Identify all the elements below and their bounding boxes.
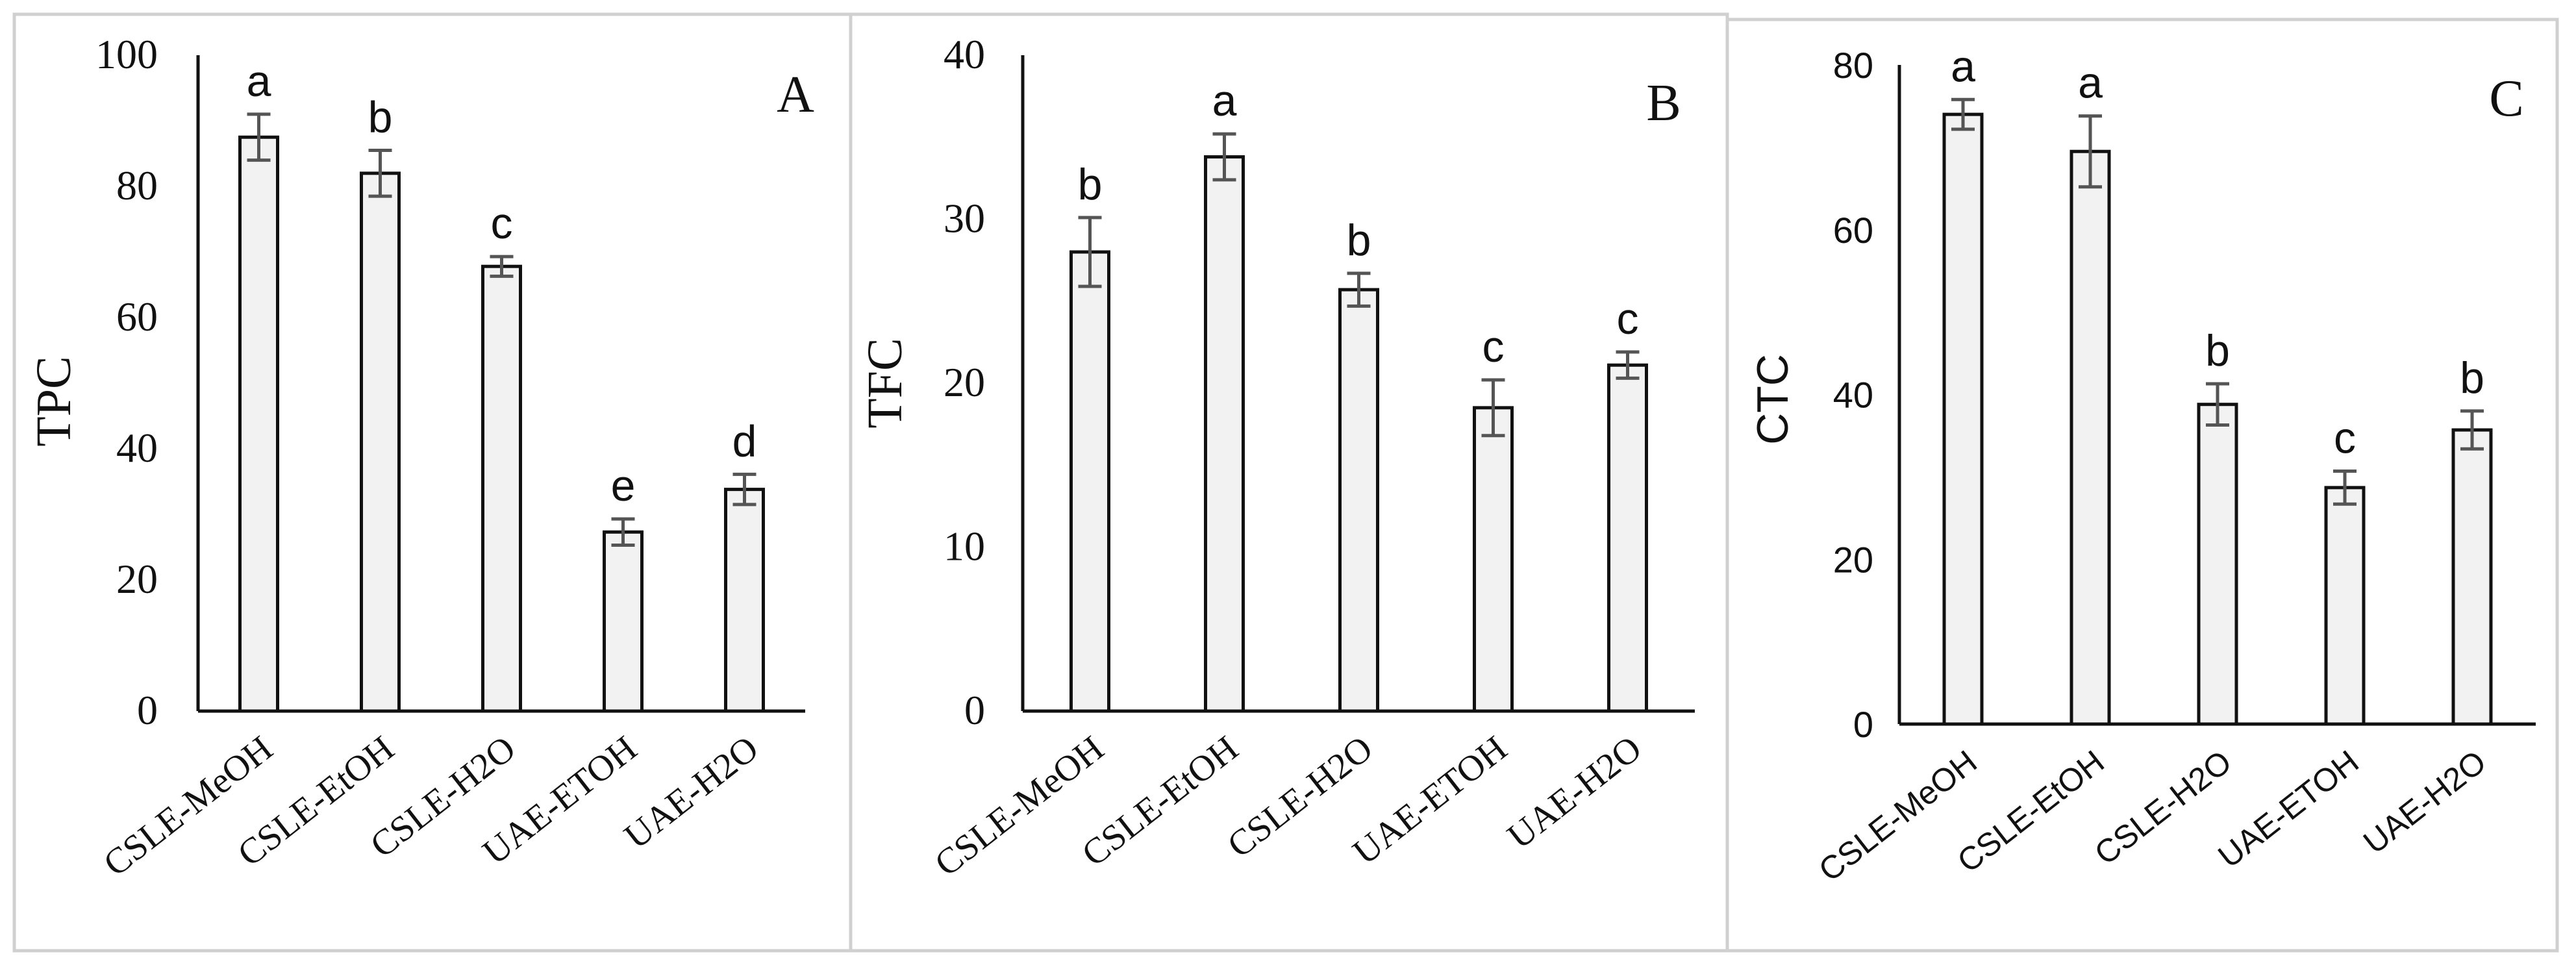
- y-axis-label: TPC: [27, 356, 81, 446]
- significance-label: a: [1212, 76, 1237, 125]
- y-tick-label: 100: [95, 31, 158, 77]
- bar: [1069, 250, 1110, 713]
- bar: [1473, 406, 1514, 713]
- bar: [1942, 112, 1984, 726]
- significance-label: b: [2205, 326, 2230, 375]
- significance-label: a: [2078, 58, 2103, 108]
- y-tick-label: 20: [944, 359, 985, 405]
- y-tick-label: 60: [116, 294, 158, 340]
- y-tick-label: 20: [116, 556, 158, 602]
- panel-label: B: [1646, 75, 1681, 132]
- bar: [2070, 149, 2111, 726]
- y-tick-label: 40: [944, 31, 985, 77]
- y-tick-label: 10: [944, 523, 985, 570]
- bar: [724, 488, 765, 713]
- significance-label: c: [2334, 413, 2356, 462]
- y-tick-label: 40: [1833, 375, 1873, 416]
- y-tick-label: 20: [1833, 539, 1873, 580]
- significance-label: b: [2460, 353, 2484, 403]
- y-tick-label: 30: [944, 195, 985, 242]
- y-tick-label: 0: [964, 687, 985, 733]
- y-axis-label: TFC: [858, 338, 912, 428]
- bar: [1204, 155, 1245, 713]
- bar: [2451, 428, 2493, 726]
- bar: [481, 264, 522, 713]
- y-tick-label: 60: [1833, 210, 1873, 251]
- panel-label: C: [2489, 70, 2523, 127]
- significance-label: a: [247, 56, 271, 106]
- panel-label: A: [777, 66, 814, 123]
- significance-label: c: [1617, 294, 1639, 344]
- bar: [603, 530, 644, 713]
- significance-label: c: [491, 199, 513, 248]
- y-axis-label: CTC: [1748, 354, 1797, 445]
- bar: [1607, 363, 1648, 713]
- significance-label: b: [368, 92, 393, 142]
- bar: [1338, 288, 1379, 713]
- y-tick-label: 80: [116, 162, 158, 208]
- significance-label: a: [1951, 42, 1975, 91]
- y-tick-label: 0: [137, 687, 158, 733]
- bar: [2324, 486, 2366, 726]
- significance-label: e: [611, 461, 636, 510]
- y-tick-label: 0: [1853, 704, 1873, 745]
- significance-label: b: [1078, 160, 1103, 209]
- y-tick-label: 40: [116, 425, 158, 471]
- bar: [238, 135, 279, 713]
- bar: [2197, 403, 2238, 726]
- bar: [360, 171, 401, 713]
- significance-label: c: [1482, 322, 1505, 371]
- y-tick-label: 80: [1833, 45, 1873, 86]
- significance-label: b: [1347, 216, 1371, 265]
- significance-label: d: [732, 416, 757, 466]
- panel-frame: [1725, 18, 2559, 953]
